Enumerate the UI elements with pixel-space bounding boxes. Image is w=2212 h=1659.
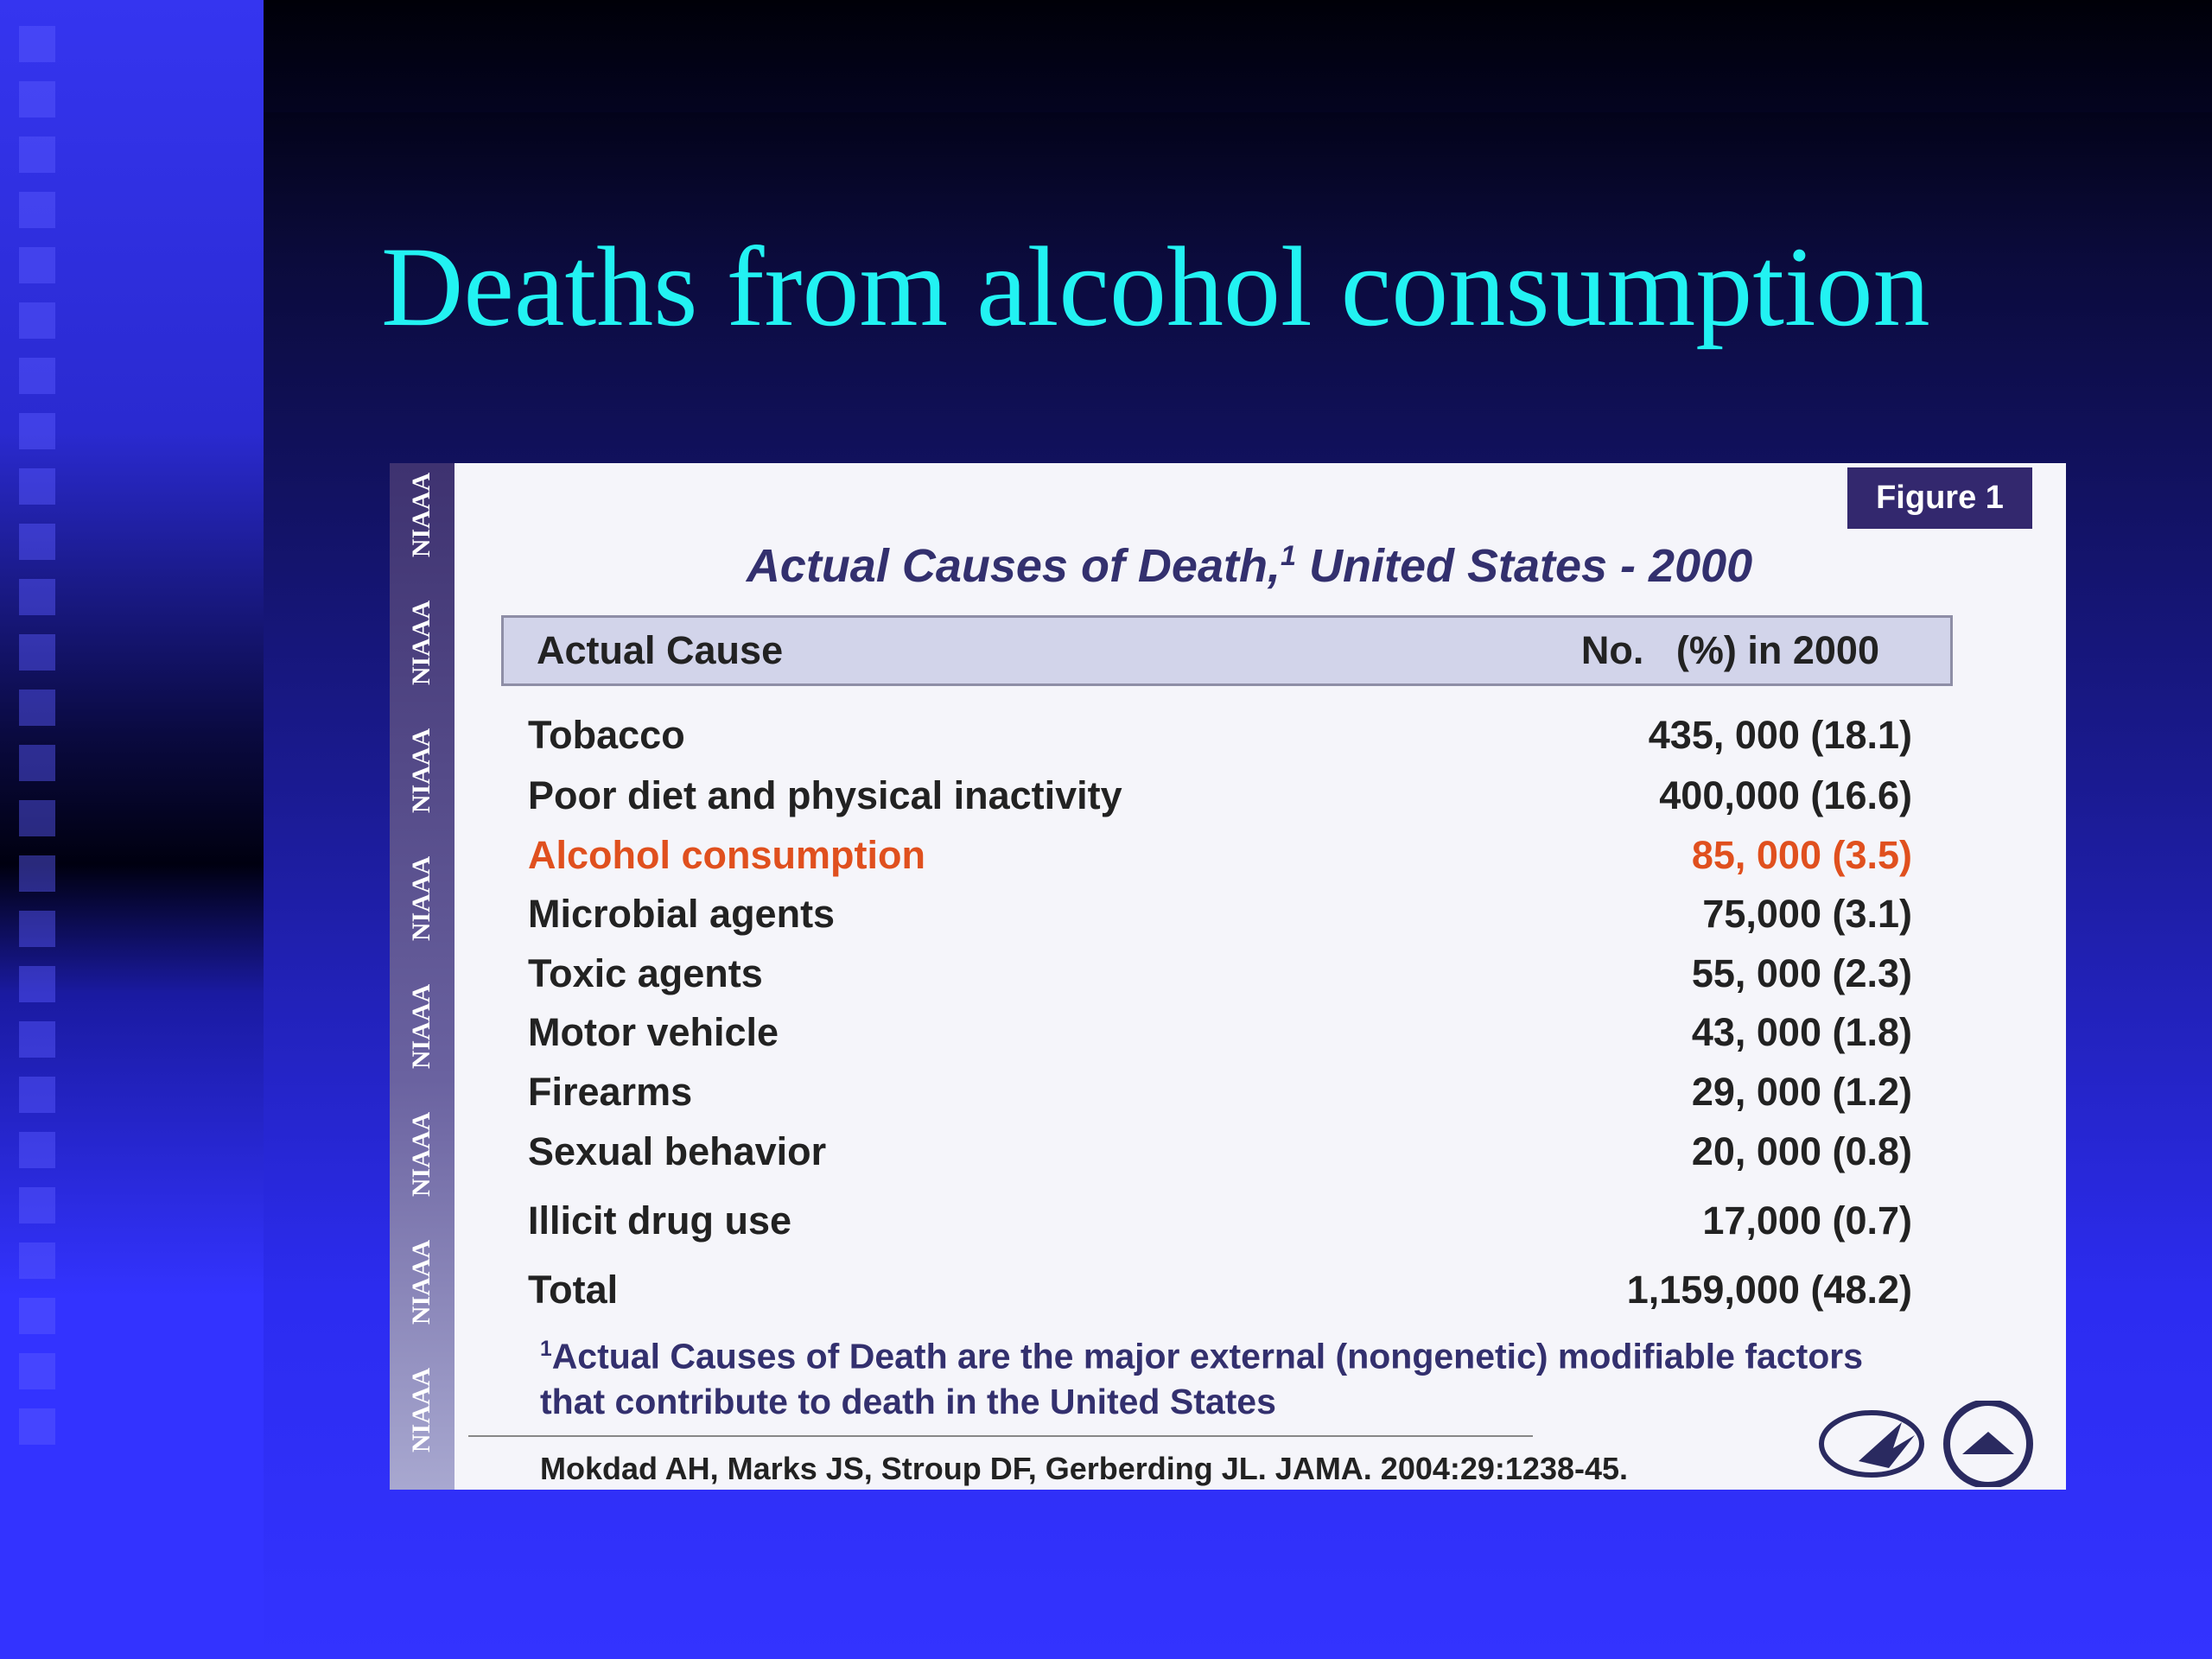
sidebar-square (19, 1132, 55, 1168)
logos (1819, 1401, 2033, 1487)
sidebar (0, 0, 264, 1659)
sidebar-square (19, 1243, 55, 1279)
row-cause: Tobacco (528, 713, 685, 757)
niaaa-label: NIAAA (407, 983, 435, 1070)
row-value: 1,159,000 (48.2) (1626, 1268, 1912, 1312)
sidebar-square (19, 1021, 55, 1058)
nih-logo (1943, 1401, 2033, 1487)
niaaa-label: NIAAA (407, 855, 435, 942)
row-value: 29, 000 (1.2) (1691, 1070, 1912, 1114)
hhs-eagle (1859, 1422, 1915, 1468)
nih-mark (1962, 1432, 2014, 1454)
sidebar-square (19, 1077, 55, 1113)
niaaa-label: NIAAA (407, 728, 435, 814)
row-cause: Illicit drug use (528, 1198, 792, 1243)
sidebar-square (19, 358, 55, 394)
row-cause: Sexual behavior (528, 1129, 827, 1173)
sidebar-square (19, 855, 55, 892)
footnote-line: Actual Causes of Death are the major ext… (551, 1336, 1864, 1376)
divider (468, 1435, 1533, 1437)
row-value: 75,000 (3.1) (1702, 892, 1912, 936)
row-cause: Toxic agents (528, 951, 763, 995)
sidebar-square (19, 579, 55, 615)
row-value: 43, 000 (1.8) (1691, 1010, 1912, 1054)
niaaa-label: NIAAA (407, 1367, 435, 1453)
row-value: 85, 000 (3.5) (1691, 833, 1912, 877)
figure: NIAAA NIAAA NIAAA NIAAA NIAAA NIAAA NIAAA NIAAA… (390, 463, 2066, 1490)
sidebar-square (19, 468, 55, 505)
sidebar-square (19, 413, 55, 449)
row-value: 400,000 (16.6) (1659, 773, 1912, 817)
sidebar-square (19, 1187, 55, 1224)
row-value: 435, 000 (18.1) (1648, 713, 1912, 757)
sidebar-square (19, 800, 55, 836)
sidebar-square (19, 911, 55, 947)
row-cause: Poor diet and physical inactivity (528, 773, 1122, 817)
sidebar-square (19, 1353, 55, 1389)
row-cause: Motor vehicle (528, 1010, 779, 1054)
footnote-line: that contribute to death in the United S… (540, 1381, 1276, 1421)
niaaa-label: NIAAA (407, 1111, 435, 1198)
sidebar-square (19, 247, 55, 283)
sidebar-square (19, 1298, 55, 1334)
niaaa-label: NIAAA (407, 600, 435, 686)
niaaa-strip: NIAAA NIAAA NIAAA NIAAA NIAAA NIAAA NIAAA NIAAA (390, 463, 454, 1490)
sidebar-square (19, 26, 55, 62)
slide-title: Deaths from alcohol consumption (381, 223, 1930, 350)
row-cause: Microbial agents (528, 892, 836, 936)
footnote-superscript: 1 (540, 1338, 552, 1361)
figure-title: Actual Causes of Death,1 United States -… (390, 539, 2066, 593)
header-cell: Actual Cause (537, 628, 784, 672)
title-text: Actual Causes of Death, (746, 540, 1281, 592)
sidebar-square (19, 192, 55, 228)
row-value: 17,000 (0.7) (1702, 1198, 1912, 1243)
header-cell: No. (%) in 2000 (1580, 628, 1879, 672)
hhs-logo (1819, 1410, 1924, 1478)
title-superscript: 1 (1280, 540, 1296, 571)
row-value: 20, 000 (0.8) (1691, 1129, 1912, 1173)
sidebar-square (19, 524, 55, 560)
citation: Mokdad AH, Marks JS, Stroup DF, Gerberdi… (540, 1451, 1629, 1486)
title-rest: United States - 2000 (1295, 540, 1753, 592)
sidebar-square (19, 745, 55, 781)
sidebar-square (19, 966, 55, 1002)
row-value: 55, 000 (2.3) (1691, 951, 1912, 995)
row-cause: Total (528, 1268, 619, 1312)
row-cause: Firearms (528, 1070, 693, 1114)
niaaa-label: NIAAA (407, 1239, 435, 1325)
footnote: 1Actual Causes of Death are the major ex… (540, 1327, 1863, 1424)
sidebar-square (19, 1408, 55, 1445)
sidebar-square (19, 81, 55, 118)
top-band (0, 0, 2212, 112)
table-header: Actual Cause No. (%) in 2000 (501, 615, 1953, 686)
figure-label: Figure 1 (1847, 467, 2032, 529)
sidebar-square (19, 137, 55, 173)
row-cause: Alcohol consumption (528, 833, 925, 877)
sidebar-square (19, 302, 55, 339)
sidebar-square (19, 634, 55, 671)
sidebar-square (19, 690, 55, 726)
